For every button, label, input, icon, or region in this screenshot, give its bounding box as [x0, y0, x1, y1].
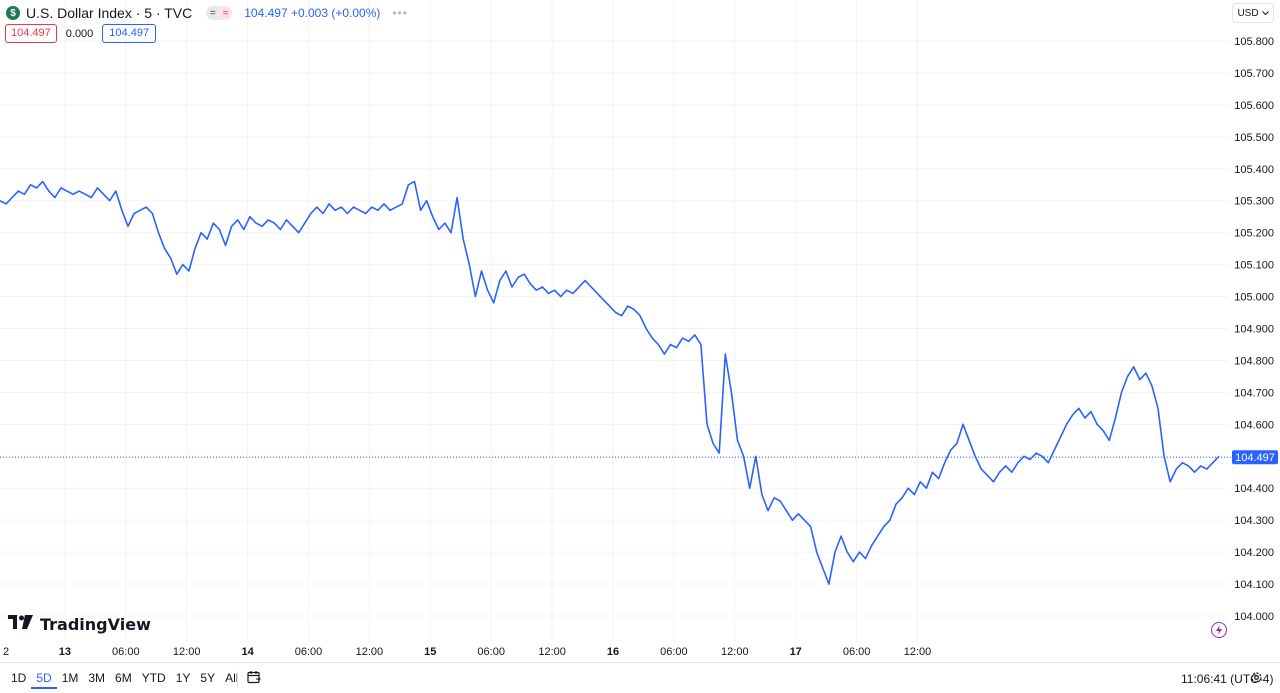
range-button-5d[interactable]: 5D	[31, 669, 57, 689]
x-tick-label: 06:00	[112, 646, 140, 658]
x-tick-label: 12:00	[173, 646, 201, 658]
y-tick-label: 104.600	[1234, 419, 1274, 431]
x-tick-label: 06:00	[843, 646, 871, 658]
x-tick-label: 06:00	[477, 646, 505, 658]
x-tick-label: 12:00	[538, 646, 566, 658]
tradingview-watermark[interactable]: TradingView	[8, 614, 151, 635]
y-tick-label: 104.300	[1234, 515, 1274, 527]
market-closed-icon: =	[206, 6, 220, 20]
y-tick-label: 105.800	[1234, 36, 1274, 48]
x-tick-label: 15	[424, 646, 436, 658]
calendar-goto-icon[interactable]	[247, 670, 261, 684]
y-tick-label: 104.000	[1234, 611, 1274, 623]
range-button-6m[interactable]: 6M	[115, 671, 132, 685]
y-tick-label: 104.200	[1234, 547, 1274, 559]
y-tick-label: 104.800	[1234, 355, 1274, 367]
range-button-1m[interactable]: 1M	[61, 671, 79, 685]
y-tick-label: 105.700	[1234, 68, 1274, 80]
range-button-1d[interactable]: 1D	[11, 671, 27, 685]
range-button-5y[interactable]: 5Y	[200, 671, 216, 685]
price-series-line[interactable]	[0, 180, 1220, 585]
currency-selector[interactable]: USD	[1232, 3, 1274, 23]
y-tick-label: 104.900	[1234, 324, 1274, 336]
gear-icon[interactable]	[1250, 671, 1263, 684]
x-tick-label: 12:00	[904, 646, 932, 658]
clock-timezone[interactable]: 11:06:41 (UTC-4)	[1181, 672, 1274, 686]
y-tick-label: 104.400	[1234, 483, 1274, 495]
chevron-down-icon	[1261, 10, 1269, 15]
range-button-1y[interactable]: 1Y	[175, 671, 191, 685]
toolbar-divider	[237, 671, 238, 687]
y-tick-label: 105.300	[1234, 196, 1274, 208]
range-selector: 1D 5D 1M 3M 6M YTD 1Y 5Y All	[6, 669, 243, 689]
legend-header: $ U.S. Dollar Index · 5 · TVC = ≈ 104.49…	[6, 4, 408, 22]
x-tick-label: 06:00	[295, 646, 323, 658]
x-tick-label: 2	[3, 646, 9, 658]
buy-price-button[interactable]: 104.497	[102, 24, 157, 43]
sell-price-button[interactable]: 104.497	[5, 24, 57, 43]
dollar-sign-icon: $	[6, 6, 20, 20]
x-tick-label: 12:00	[356, 646, 384, 658]
y-tick-label: 104.100	[1234, 579, 1274, 591]
delayed-data-icon: ≈	[219, 6, 233, 20]
lightning-icon[interactable]	[1211, 622, 1227, 638]
y-tick-label: 105.100	[1234, 260, 1274, 272]
y-tick-label: 105.500	[1234, 132, 1274, 144]
y-tick-label: 105.600	[1234, 100, 1274, 112]
last-price-badge	[1232, 450, 1278, 465]
y-tick-label: 105.000	[1234, 292, 1274, 304]
price-chart[interactable]: 105.800 105.700 105.600 105.500 105.400 105.3…	[0, 0, 1280, 662]
x-tick-label: 06:00	[660, 646, 688, 658]
y-tick-label: 105.200	[1234, 228, 1274, 240]
quote-row: 104.497 0.000 104.497	[5, 24, 157, 43]
bottom-toolbar: 1D 5D 1M 3M 6M YTD 1Y 5Y All 11:06:41 (UTC-4)	[0, 662, 1280, 693]
range-button-all[interactable]: All	[225, 671, 239, 685]
x-tick-label: 13	[59, 646, 71, 658]
x-tick-label: 14	[241, 646, 254, 658]
price-change-readout: 104.497 +0.003 (+0.00%)	[244, 6, 381, 20]
last-price-label: 104.497	[1235, 452, 1275, 464]
x-tick-label: 17	[790, 646, 802, 658]
range-button-3m[interactable]: 3M	[88, 671, 106, 685]
watermark-text: TradingView	[40, 615, 151, 634]
more-dots-icon[interactable]: •••	[392, 6, 408, 20]
currency-label: USD	[1237, 7, 1259, 19]
y-tick-label: 105.400	[1234, 164, 1274, 176]
x-tick-label: 12:00	[721, 646, 749, 658]
symbol-title[interactable]: U.S. Dollar Index · 5 · TVC	[26, 5, 193, 21]
y-tick-label: 104.700	[1234, 387, 1274, 399]
tradingview-logo-icon	[8, 614, 34, 635]
status-pill[interactable]: = ≈	[206, 6, 233, 20]
x-tick-label: 16	[607, 646, 619, 658]
spread-value: 0.000	[65, 27, 94, 40]
range-button-ytd[interactable]: YTD	[141, 671, 166, 685]
